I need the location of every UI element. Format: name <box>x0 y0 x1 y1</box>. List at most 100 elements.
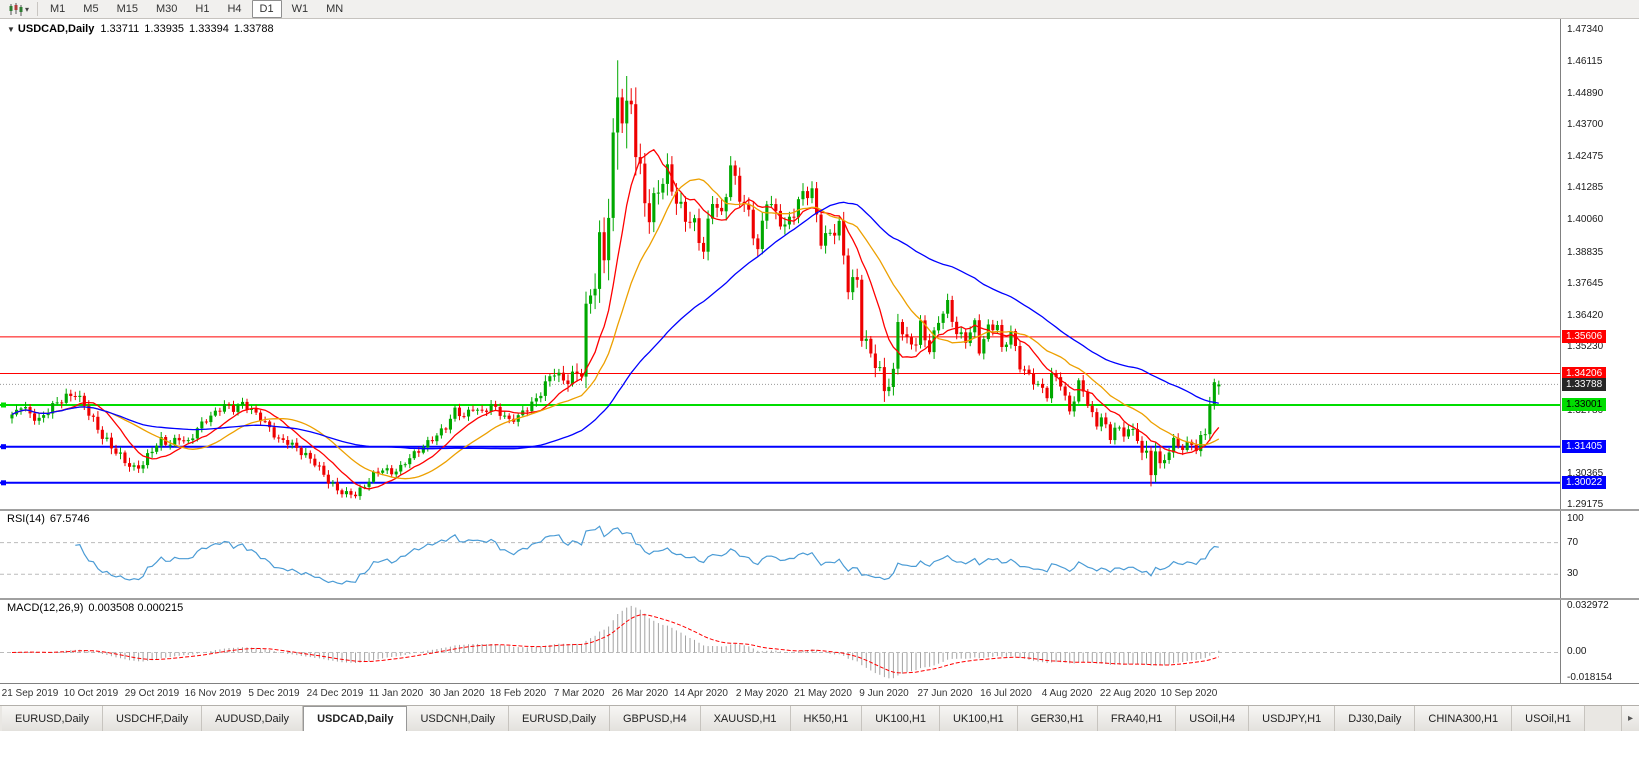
timeframe-button-m30[interactable]: M30 <box>155 3 178 15</box>
chart-tab-usoil-h1[interactable]: USOil,H1 <box>1512 706 1585 731</box>
chart-tab-usdchf-daily[interactable]: USDCHF,Daily <box>102 706 203 731</box>
panel-divider-2[interactable] <box>0 598 1639 600</box>
date-axis-label: 11 Jan 2020 <box>368 688 424 699</box>
rsi-panel[interactable]: RSI(14) 67.5746 100 70 30 <box>0 511 1639 598</box>
support-badge-blue-2: 1.30022 <box>1562 476 1607 489</box>
macd-axis-label: 0.032972 <box>1567 600 1609 611</box>
chart-tab-china300-h1[interactable]: CHINA300,H1 <box>1415 706 1513 731</box>
date-axis[interactable]: 21 Sep 2019 10 Oct 2019 29 Oct 2019 16 Nov … <box>0 683 1639 705</box>
macd-plot[interactable] <box>0 600 1560 683</box>
timeframe-toolbar: ▾ M1 M5 M15 M30 H1 H4 D1 W1 MN <box>0 0 1639 19</box>
timeframe-button-m1[interactable]: M1 <box>50 3 66 15</box>
tab-scroll-right-icon[interactable]: ▸ <box>1620 706 1639 731</box>
one-click-trading-toggle-icon[interactable]: ▼ <box>7 25 15 34</box>
timeframe-button-d1[interactable]: D1 <box>251 0 282 18</box>
date-axis-label: 9 Jun 2020 <box>859 688 909 699</box>
chart-header: ▼ USDCAD,Daily 1.33711 1.33935 1.33394 1.3378… <box>7 23 279 35</box>
macd-values: 0.003508 0.000215 <box>88 602 184 614</box>
timeframe-button-w1[interactable]: W1 <box>291 3 309 15</box>
chart-tab-xauusd-h1[interactable]: XAUUSD,H1 <box>700 706 791 731</box>
timeframe-button-m5[interactable]: M5 <box>83 3 99 15</box>
chart-tab-usoil-h4[interactable]: USOil,H4 <box>1176 706 1250 731</box>
macd-axis-label: 0.00 <box>1567 646 1587 657</box>
main-chart-panel[interactable]: ▼ USDCAD,Daily 1.33711 1.33935 1.33394 1.3378… <box>0 19 1639 510</box>
chart-tab-gbpusd-h4[interactable]: GBPUSD,H4 <box>610 706 701 731</box>
rsi-axis-label: 30 <box>1567 568 1579 579</box>
date-axis-label: 26 Mar 2020 <box>611 688 669 699</box>
price-axis[interactable]: 1.47340 1.46115 1.44890 1.43700 1.42475 1.412… <box>1560 19 1639 510</box>
chart-tab-uk100-h1[interactable]: UK100,H1 <box>862 706 940 731</box>
price-axis-label: 1.40060 <box>1567 214 1604 225</box>
resistance-badge-2: 1.34206 <box>1562 367 1607 380</box>
chart-tab-eurusd-daily[interactable]: EURUSD,Daily <box>509 706 610 731</box>
macd-axis-label: -0.018154 <box>1567 672 1613 683</box>
date-axis-label: 5 Dec 2019 <box>248 688 300 699</box>
toolbar-separator <box>37 2 39 16</box>
date-axis-label: 16 Jul 2020 <box>980 688 1032 699</box>
timeframe-buttons: M1 M5 M15 M30 H1 H4 D1 W1 MN <box>42 0 351 18</box>
chart-tab-eurusd-daily[interactable]: EURUSD,Daily <box>2 706 103 731</box>
timeframe-button-mn[interactable]: MN <box>326 3 344 15</box>
price-axis-label: 1.43700 <box>1567 119 1604 130</box>
resistance-badge-1: 1.35606 <box>1562 330 1607 343</box>
chart-tab-usdcad-daily[interactable]: USDCAD,Daily <box>303 706 408 731</box>
date-axis-label: 21 Sep 2019 <box>1 688 59 699</box>
price-axis-label: 1.44890 <box>1567 88 1604 99</box>
macd-name: MACD(12,26,9) <box>7 602 84 614</box>
chart-tab-ger30-h1[interactable]: GER30,H1 <box>1017 706 1098 731</box>
macd-axis[interactable]: 0.032972 0.00 -0.018154 <box>1560 600 1639 683</box>
date-axis-label: 18 Feb 2020 <box>489 688 547 699</box>
date-axis-label: 24 Dec 2019 <box>306 688 364 699</box>
chart-symbol-period: USDCAD,Daily <box>17 23 95 35</box>
date-axis-label: 2 May 2020 <box>735 688 789 699</box>
date-axis-label: 7 Mar 2020 <box>553 688 605 699</box>
chart-tab-usdcnh-daily[interactable]: USDCNH,Daily <box>407 706 510 731</box>
dropdown-caret-icon: ▾ <box>25 4 30 14</box>
rsi-axis-label: 70 <box>1567 537 1579 548</box>
rsi-plot[interactable] <box>0 511 1560 598</box>
price-axis-label: 1.46115 <box>1567 56 1603 67</box>
price-axis-label: 1.35230 <box>1567 341 1604 352</box>
quote-low: 1.33394 <box>189 23 229 35</box>
timeframe-button-h1[interactable]: H1 <box>195 3 210 15</box>
price-axis-label: 1.41285 <box>1567 182 1604 193</box>
chart-tab-uk100-h1[interactable]: UK100,H1 <box>939 706 1018 731</box>
chart-tab-dj30-daily[interactable]: DJ30,Daily <box>1335 706 1416 731</box>
rsi-value: 67.5746 <box>49 513 90 525</box>
quote-close: 1.33788 <box>233 23 274 35</box>
chart-tab-audusd-daily[interactable]: AUDUSD,Daily <box>202 706 304 731</box>
chart-tab-fra40-h1[interactable]: FRA40,H1 <box>1097 706 1177 731</box>
date-axis-label: 14 Apr 2020 <box>674 688 728 699</box>
chart-type-button[interactable]: ▾ <box>4 1 33 17</box>
timeframe-button-m15[interactable]: M15 <box>116 3 138 15</box>
support-badge-blue-1: 1.31405 <box>1562 440 1607 453</box>
current-price-badge: 1.33788 <box>1562 378 1607 391</box>
quote-high: 1.33935 <box>144 23 185 35</box>
date-axis-label: 27 Jun 2020 <box>917 688 973 699</box>
chart-tab-usdjpy-h1[interactable]: USDJPY,H1 <box>1249 706 1336 731</box>
date-axis-label: 10 Oct 2019 <box>63 688 119 699</box>
price-axis-label: 1.29175 <box>1567 499 1604 510</box>
price-axis-label: 1.42475 <box>1567 151 1604 162</box>
candlestick-chart-icon <box>9 2 23 16</box>
chart-tabs-bar: EURUSD,Daily USDCHF,Daily AUDUSD,Daily USDC… <box>0 705 1639 731</box>
price-axis-label: 1.37645 <box>1567 278 1604 289</box>
timeframe-button-h4[interactable]: H4 <box>227 3 242 15</box>
panel-divider-1[interactable] <box>0 509 1639 511</box>
rsi-axis[interactable]: 100 70 30 <box>1560 511 1639 598</box>
price-axis-label: 1.30365 <box>1567 468 1604 479</box>
date-axis-label: 4 Aug 2020 <box>1041 688 1093 699</box>
quote-open: 1.33711 <box>100 23 140 35</box>
date-axis-label: 30 Jan 2020 <box>429 688 485 699</box>
price-axis-label: 1.47340 <box>1567 24 1604 35</box>
candlestick-plot[interactable] <box>0 19 1560 509</box>
status-area <box>0 731 1639 765</box>
chart-tab-hk50-h1[interactable]: HK50,H1 <box>790 706 863 731</box>
rsi-name: RSI(14) <box>7 513 45 525</box>
date-axis-label: 16 Nov 2019 <box>184 688 242 699</box>
support-badge-green: 1.33001 <box>1562 398 1607 411</box>
macd-panel[interactable]: MACD(12,26,9) 0.003508 0.000215 0.032972 0… <box>0 600 1639 683</box>
price-axis-label: 1.38835 <box>1567 247 1604 258</box>
date-axis-label: 21 May 2020 <box>794 688 852 699</box>
